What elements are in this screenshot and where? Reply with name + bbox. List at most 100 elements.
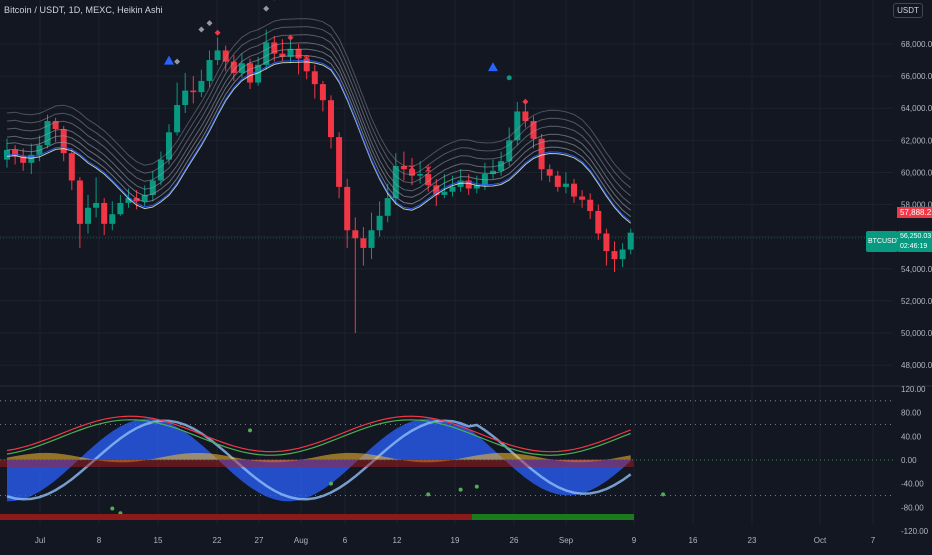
- candle-body: [563, 184, 569, 187]
- price-axis-label: 66,000.00: [901, 72, 932, 81]
- candle-body: [360, 238, 366, 248]
- candle-body: [109, 214, 115, 224]
- time-axis-label: 19: [451, 536, 460, 545]
- time-axis-label: 15: [154, 536, 163, 545]
- signal-dot: [507, 75, 512, 80]
- time-axis-label: 16: [689, 536, 698, 545]
- price-axis-label: 50,000.00: [901, 329, 932, 338]
- osc-zero-band: [0, 459, 634, 467]
- price-axis-label: 64,000.00: [901, 104, 932, 113]
- candle-body: [101, 203, 107, 224]
- osc-signal-dot: [475, 485, 479, 489]
- candle-body: [182, 91, 188, 105]
- signal-diamond: [263, 6, 269, 12]
- time-axis-label: Jul: [35, 536, 45, 545]
- buy-signal-triangle: [488, 62, 498, 71]
- signal-diamond: [522, 99, 528, 105]
- symbol-tag: BTCUSDT: [866, 231, 898, 252]
- time-axis-label: Aug: [294, 536, 308, 545]
- time-axis-label: 26: [510, 536, 519, 545]
- time-axis-label: 8: [97, 536, 102, 545]
- price-axis-label: 52,000.00: [901, 297, 932, 306]
- signal-diamond: [174, 59, 180, 65]
- ma-ribbon-line: [7, 60, 631, 221]
- oscillator-axis-label: -80.00: [901, 503, 924, 512]
- candle-body: [514, 111, 520, 140]
- oscillator-axis-label: 0.00: [901, 456, 917, 465]
- candle-body: [547, 169, 553, 175]
- candle-body: [385, 198, 391, 216]
- osc-signal-dot: [329, 482, 333, 486]
- price-axis-label: 54,000.00: [901, 265, 932, 274]
- currency-button[interactable]: USDT: [893, 3, 923, 18]
- candle-body: [207, 60, 213, 81]
- candle-body: [223, 50, 229, 61]
- oscillator-axis-label: -120.00: [901, 527, 929, 536]
- candle-body: [336, 137, 342, 187]
- price-tag-last-bar: 57,888.21: [897, 207, 932, 218]
- candle-body: [587, 200, 593, 211]
- candle-body: [174, 105, 180, 132]
- price-axis-label: 68,000.00: [901, 40, 932, 49]
- candle-body: [312, 71, 318, 84]
- time-axis-label: 22: [213, 536, 222, 545]
- candle-body: [93, 203, 99, 208]
- candle-body: [369, 230, 375, 248]
- trend-bar-bull: [472, 514, 634, 520]
- candle-body: [344, 187, 350, 230]
- ma-ribbon-line: [7, 62, 631, 223]
- candle-body: [401, 166, 407, 169]
- time-axis-label: 27: [255, 536, 264, 545]
- candles-series: [4, 30, 634, 333]
- candle-body: [328, 100, 334, 137]
- candle-body: [620, 250, 626, 260]
- candle-body: [69, 153, 75, 180]
- signal-diamond: [198, 27, 204, 33]
- candle-body: [571, 184, 577, 197]
- price-axis-label: 48,000.00: [901, 361, 932, 370]
- oscillator-axis-label: -40.00: [901, 480, 924, 489]
- signal-diamond: [207, 20, 213, 26]
- oscillator-axis-label: 40.00: [901, 432, 922, 441]
- candle-body: [603, 233, 609, 251]
- candle-body: [166, 132, 172, 159]
- time-axis-label: Sep: [559, 536, 574, 545]
- candle-body: [158, 160, 164, 181]
- bar-countdown: 02:46:19: [900, 242, 930, 252]
- osc-signal-dot: [459, 488, 463, 492]
- buy-signal-triangle: [164, 56, 174, 65]
- oscillator-axis-label: 80.00: [901, 409, 922, 418]
- candle-body: [352, 230, 358, 238]
- time-axis-label: 23: [748, 536, 757, 545]
- time-axis-label: Oct: [814, 536, 827, 545]
- osc-signal-dot: [248, 428, 252, 432]
- candle-body: [441, 192, 447, 195]
- candle-body: [417, 174, 423, 176]
- oscillator-axis-label: 120.00: [901, 385, 926, 394]
- candle-body: [198, 81, 204, 92]
- candle-body: [579, 197, 585, 200]
- candle-body: [628, 233, 634, 250]
- candle-body: [377, 216, 383, 230]
- candle-body: [117, 203, 123, 214]
- time-axis-label: 7: [871, 536, 876, 545]
- price-axis-label: 62,000.00: [901, 136, 932, 145]
- time-axis-label: 6: [343, 536, 348, 545]
- candle-body: [320, 84, 326, 100]
- price-axis-label: 60,000.00: [901, 168, 932, 177]
- signal-diamond: [215, 30, 221, 36]
- current-price-tag: 56,250.03 02:46:19: [898, 231, 932, 252]
- candle-body: [190, 91, 196, 93]
- candle-body: [450, 187, 456, 192]
- osc-signal-dot: [426, 492, 430, 496]
- time-axis-label: 9: [632, 536, 637, 545]
- candle-body: [555, 176, 561, 187]
- time-axis-label: 12: [393, 536, 402, 545]
- trend-bar-bear: [0, 514, 472, 520]
- chart-title: Bitcoin / USDT, 1D, MEXC, Heikin Ashi: [4, 5, 163, 15]
- osc-signal-dot: [661, 492, 665, 496]
- candle-body: [77, 180, 83, 223]
- current-price: 56,250.03: [900, 232, 930, 242]
